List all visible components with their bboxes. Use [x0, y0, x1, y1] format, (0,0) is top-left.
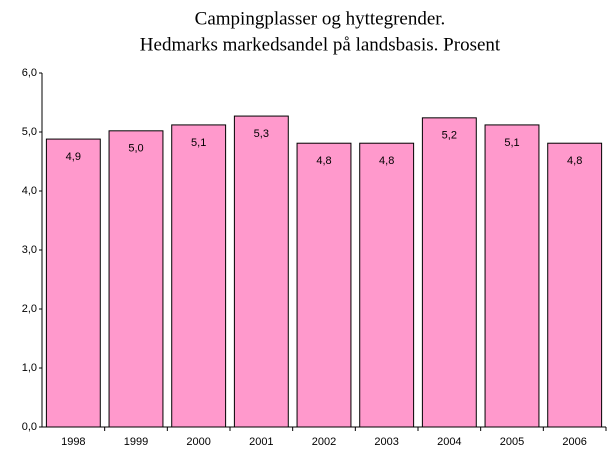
bar: [171, 124, 227, 428]
data-label: 4,8: [379, 155, 394, 167]
y-tick-label: 1,0: [22, 362, 37, 374]
data-label: 5,1: [191, 137, 206, 149]
data-label: 4,8: [316, 155, 331, 167]
data-label: 4,9: [66, 151, 81, 163]
bar: [233, 115, 289, 428]
y-tick-label: 4,0: [22, 185, 37, 197]
bar: [547, 142, 603, 428]
x-tick-label: 1999: [124, 436, 148, 448]
x-tick-label: 2006: [562, 436, 586, 448]
x-tick-label: 2002: [312, 436, 336, 448]
data-label: 5,1: [504, 137, 519, 149]
y-tick-label: 6,0: [22, 67, 37, 79]
x-tick-label: 2003: [374, 436, 398, 448]
bar: [484, 124, 540, 428]
x-tick-label: 1998: [61, 436, 85, 448]
x-tick-label: 2004: [437, 436, 461, 448]
data-label: 5,3: [254, 128, 269, 140]
y-tick-label: 3,0: [22, 244, 37, 256]
chart-title: Campingplasser og hyttegrender.: [195, 8, 446, 29]
y-tick-label: 2,0: [22, 303, 37, 315]
y-tick-label: 0,0: [22, 421, 37, 433]
bar: [421, 117, 477, 428]
bar: [108, 130, 164, 428]
data-label: 5,2: [442, 130, 457, 142]
data-label: 5,0: [128, 143, 143, 155]
data-label: 4,8: [567, 155, 582, 167]
bar: [359, 142, 415, 428]
x-tick-label: 2001: [249, 436, 273, 448]
bar: [296, 142, 352, 428]
chart-subtitle: Hedmarks markedsandel på landsbasis. Pro…: [140, 34, 501, 55]
x-tick-label: 2005: [500, 436, 524, 448]
y-tick-label: 5,0: [22, 126, 37, 138]
bar: [45, 138, 101, 428]
x-tick-label: 2000: [186, 436, 210, 448]
